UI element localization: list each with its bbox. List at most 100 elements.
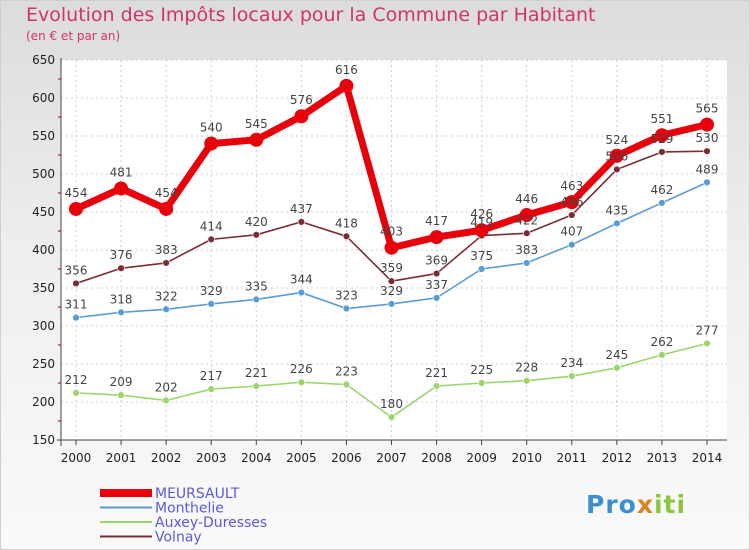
data-point-auxey-duresses	[658, 351, 666, 359]
data-point-monthelie	[658, 199, 666, 207]
data-label-meursault: 481	[110, 165, 133, 179]
data-label-volnay: 418	[335, 216, 358, 230]
data-point-monthelie	[477, 265, 486, 273]
data-point-meursault	[69, 201, 83, 216]
data-point-meursault	[519, 208, 534, 223]
data-label-meursault: 454	[155, 186, 178, 200]
data-label-volnay: 414	[200, 219, 223, 233]
x-tick-label: 2003	[196, 451, 227, 465]
data-label-meursault: 616	[335, 63, 358, 77]
legend-label-meursault: MEURSAULT	[155, 486, 240, 502]
y-tick-label: 650	[32, 53, 55, 67]
y-tick-label: 500	[32, 167, 55, 181]
data-label-auxey-duresses: 228	[515, 361, 538, 375]
data-label-volnay: 422	[515, 213, 538, 227]
data-label-meursault: 454	[65, 186, 88, 200]
x-tick-label: 2014	[692, 451, 723, 465]
data-label-auxey-duresses: 223	[335, 365, 358, 379]
data-point-auxey-duresses	[207, 385, 215, 393]
data-point-meursault	[114, 181, 129, 196]
logo-part-2: x	[636, 490, 654, 519]
data-label-monthelie: 383	[515, 243, 538, 257]
data-label-meursault: 524	[605, 133, 628, 147]
data-point-monthelie	[207, 300, 215, 308]
data-point-volnay	[613, 165, 621, 174]
data-label-monthelie: 335	[245, 279, 268, 293]
legend-label-monthelie: Monthelie	[155, 501, 224, 517]
data-point-auxey-duresses	[477, 379, 486, 387]
chart-subtitle: (en € et par an)	[26, 29, 121, 43]
data-point-monthelie	[703, 178, 711, 187]
x-tick-label: 2010	[511, 451, 542, 465]
data-label-meursault: 417	[425, 214, 448, 228]
data-point-volnay	[117, 264, 125, 272]
data-label-monthelie: 318	[110, 292, 133, 306]
data-label-volnay: 369	[425, 254, 448, 268]
data-point-monthelie	[162, 305, 170, 313]
x-tick-label: 2002	[151, 451, 182, 465]
data-point-auxey-duresses	[568, 372, 576, 380]
x-tick-label: 2009	[466, 451, 497, 465]
x-tick-label: 2012	[602, 451, 633, 465]
data-label-auxey-duresses: 226	[290, 362, 313, 376]
data-point-volnay	[658, 148, 666, 156]
data-label-volnay: 530	[696, 131, 719, 145]
data-labels: 212 209 202 217 221 226 223 180 221 225 228 234 245 2…	[65, 63, 719, 411]
data-label-volnay: 420	[245, 215, 268, 229]
series-lines	[69, 78, 714, 421]
logo-part-1: Pro	[586, 490, 637, 519]
data-label-monthelie: 329	[380, 284, 403, 298]
data-label-auxey-duresses: 262	[650, 335, 673, 349]
data-label-volnay: 506	[605, 149, 628, 163]
data-point-volnay	[568, 211, 576, 219]
data-point-volnay	[207, 235, 215, 244]
data-point-meursault	[339, 78, 354, 93]
data-label-monthelie: 311	[65, 298, 88, 312]
data-label-monthelie: 337	[425, 278, 448, 292]
data-point-monthelie	[297, 288, 306, 297]
data-point-meursault	[294, 109, 309, 124]
data-point-volnay	[72, 279, 80, 288]
data-label-auxey-duresses: 234	[560, 356, 583, 370]
chart-title: Evolution des Impôts locaux pour la Comm…	[26, 4, 596, 26]
data-label-volnay: 376	[110, 248, 133, 262]
x-tick-label: 2011	[557, 451, 588, 465]
data-label-meursault: 576	[290, 93, 313, 107]
logo-part-3: iti	[653, 490, 687, 519]
y-tick-label: 350	[32, 281, 55, 295]
x-tick-label: 2001	[106, 451, 137, 465]
data-label-meursault: 446	[515, 192, 538, 206]
data-point-auxey-duresses	[342, 380, 351, 389]
data-point-monthelie	[252, 295, 260, 304]
data-label-monthelie: 329	[200, 284, 223, 298]
data-label-auxey-duresses: 180	[380, 397, 403, 411]
y-tick-label: 400	[32, 243, 55, 257]
data-label-auxey-duresses: 217	[200, 369, 223, 383]
y-tick-label: 150	[32, 433, 55, 447]
data-point-meursault	[384, 240, 399, 255]
x-tick-label: 2004	[241, 451, 272, 465]
data-label-volnay: 419	[470, 216, 493, 230]
data-point-auxey-duresses	[162, 396, 170, 405]
data-point-volnay	[703, 147, 711, 155]
proxiti-logo: Proxiti	[586, 490, 686, 519]
y-tick-label: 200	[32, 395, 55, 409]
data-label-meursault: 463	[560, 179, 583, 193]
data-label-volnay: 437	[290, 202, 313, 216]
data-point-meursault	[429, 230, 444, 245]
data-label-monthelie: 344	[290, 273, 313, 287]
legend-label-volnay: Volnay	[155, 530, 202, 546]
data-point-volnay	[342, 232, 351, 241]
axes: 150 200 250 300 350 400 450 500 550 600 650 2000 200…	[32, 53, 727, 465]
data-point-monthelie	[342, 304, 351, 313]
data-label-volnay: 446	[560, 195, 583, 209]
data-label-auxey-duresses: 209	[110, 375, 133, 389]
legend-label-auxey-duresses: Auxey-Duresses	[155, 515, 267, 531]
data-point-volnay	[523, 229, 531, 237]
data-point-monthelie	[387, 300, 396, 308]
data-point-auxey-duresses	[613, 364, 621, 372]
data-point-volnay	[432, 269, 441, 278]
data-label-monthelie: 489	[696, 162, 719, 176]
